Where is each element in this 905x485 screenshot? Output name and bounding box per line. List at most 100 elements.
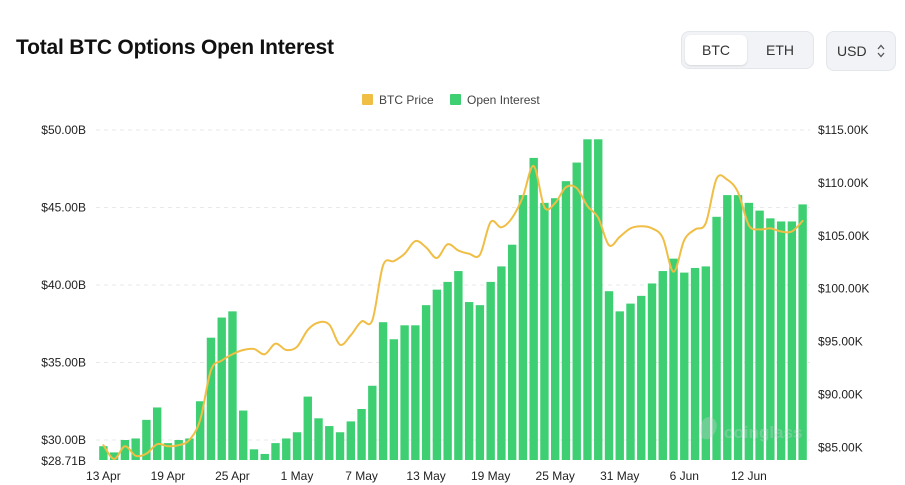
- oi-bar[interactable]: [239, 410, 248, 460]
- updown-chevron-icon: [877, 32, 885, 84]
- oi-bar[interactable]: [120, 440, 130, 460]
- oi-bar[interactable]: [185, 438, 194, 460]
- oi-bar[interactable]: [475, 305, 485, 460]
- oi-bar[interactable]: [443, 281, 452, 460]
- x-tick-label: 12 Jun: [731, 469, 767, 483]
- oi-bar[interactable]: [228, 311, 237, 460]
- oi-bar[interactable]: [378, 322, 388, 460]
- oi-bar[interactable]: [432, 289, 442, 460]
- x-tick-label: 25 May: [536, 469, 575, 483]
- oi-bar[interactable]: [131, 438, 140, 460]
- oi-bar[interactable]: [249, 449, 259, 460]
- oi-bar[interactable]: [594, 139, 603, 460]
- oi-bar[interactable]: [604, 291, 614, 460]
- oi-bar[interactable]: [152, 407, 162, 460]
- oi-bar[interactable]: [798, 204, 807, 460]
- watermark-text: coinglass: [724, 423, 802, 442]
- oi-bar[interactable]: [163, 443, 173, 460]
- oi-bar[interactable]: [325, 426, 334, 460]
- oi-bar[interactable]: [303, 396, 312, 460]
- x-tick-label: 13 May: [406, 469, 445, 483]
- x-tick-label: 6 Jun: [670, 469, 699, 483]
- oi-bar[interactable]: [357, 409, 366, 460]
- right-tick-label: $95.00K: [818, 335, 863, 349]
- oi-bar[interactable]: [400, 325, 409, 460]
- right-tick-label: $90.00K: [818, 387, 863, 401]
- x-tick-label: 19 May: [471, 469, 510, 483]
- oi-bar[interactable]: [787, 221, 797, 460]
- oi-bar[interactable]: [583, 139, 592, 460]
- oi-bar[interactable]: [99, 446, 108, 460]
- oi-bar[interactable]: [572, 162, 581, 461]
- oi-bar[interactable]: [723, 195, 732, 460]
- toggle-eth-button[interactable]: ETH: [766, 42, 794, 58]
- legend-swatch-btc-price: [362, 94, 373, 105]
- oi-bar[interactable]: [507, 244, 517, 460]
- oi-bar[interactable]: [766, 218, 775, 460]
- x-tick-label: 1 May: [281, 469, 314, 483]
- oi-bar[interactable]: [217, 317, 226, 460]
- toggle-btc-button[interactable]: BTC: [685, 35, 747, 65]
- oi-bar[interactable]: [626, 303, 635, 460]
- right-tick-label: $105.00K: [818, 229, 869, 243]
- oi-bar[interactable]: [776, 221, 786, 460]
- oi-bar[interactable]: [669, 258, 678, 460]
- oi-bar[interactable]: [518, 195, 528, 460]
- oi-bar[interactable]: [174, 440, 183, 460]
- oi-bar[interactable]: [647, 283, 657, 460]
- oi-bar[interactable]: [540, 202, 549, 460]
- left-tick-label: $35.00B: [41, 356, 86, 370]
- watermark: coinglass: [700, 417, 802, 442]
- oi-bar[interactable]: [196, 401, 205, 460]
- x-axis-ticks: 13 Apr 19 Apr 25 Apr 1 May 7 May 13 May 19 May…: [86, 469, 767, 483]
- oi-bar[interactable]: [368, 385, 377, 460]
- oi-bar[interactable]: [292, 432, 302, 460]
- x-tick-label: 19 Apr: [151, 469, 186, 483]
- x-tick-label: 7 May: [345, 469, 378, 483]
- oi-bar[interactable]: [615, 311, 624, 460]
- oi-bar[interactable]: [346, 421, 355, 460]
- oi-bar[interactable]: [206, 337, 216, 460]
- x-tick-label: 31 May: [600, 469, 639, 483]
- oi-bar[interactable]: [486, 281, 495, 460]
- left-tick-label: $30.00B: [41, 433, 86, 447]
- oi-bar[interactable]: [109, 452, 119, 460]
- legend-label-btc-price: BTC Price: [379, 93, 434, 107]
- legend-swatch-open-interest: [450, 94, 461, 105]
- oi-bar[interactable]: [690, 267, 700, 460]
- oi-bar[interactable]: [561, 181, 571, 461]
- oi-bar[interactable]: [421, 305, 431, 460]
- oi-bar[interactable]: [454, 271, 463, 460]
- right-axis-ticks: $85.00K $90.00K $95.00K $100.00K $105.00K $11…: [818, 123, 869, 454]
- x-tick-label: 25 Apr: [215, 469, 250, 483]
- oi-bar[interactable]: [271, 443, 280, 460]
- oi-bar[interactable]: [314, 418, 323, 460]
- oi-bar[interactable]: [712, 216, 721, 460]
- oi-bar[interactable]: [658, 271, 667, 460]
- oi-bar[interactable]: [464, 302, 474, 460]
- oi-bar[interactable]: [529, 157, 538, 460]
- oi-bar[interactable]: [551, 198, 560, 460]
- oi-bar[interactable]: [701, 266, 710, 460]
- oi-bar[interactable]: [497, 266, 506, 460]
- oi-bar[interactable]: [411, 325, 420, 460]
- left-min-label: $28.71B: [41, 454, 86, 468]
- oi-bar[interactable]: [755, 210, 764, 460]
- oi-bar[interactable]: [680, 272, 689, 460]
- asset-toggle: BTC ETH: [681, 31, 814, 69]
- right-tick-label: $85.00K: [818, 440, 863, 454]
- currency-select[interactable]: USD: [826, 31, 896, 71]
- left-axis-ticks: $30.00B $35.00B $40.00B $45.00B $50.00B $28.7…: [41, 123, 86, 468]
- oi-bar[interactable]: [260, 453, 269, 460]
- coinglass-logo-icon: [700, 417, 717, 440]
- oi-bar[interactable]: [282, 438, 291, 460]
- oi-bar[interactable]: [744, 202, 754, 460]
- chart-legend: BTC Price Open Interest: [362, 93, 540, 107]
- oi-bar[interactable]: [389, 339, 399, 460]
- oi-bar[interactable]: [733, 195, 743, 460]
- oi-bar[interactable]: [637, 295, 646, 460]
- left-tick-label: $45.00B: [41, 201, 86, 215]
- oi-bar[interactable]: [142, 419, 151, 460]
- oi-bar[interactable]: [335, 432, 345, 460]
